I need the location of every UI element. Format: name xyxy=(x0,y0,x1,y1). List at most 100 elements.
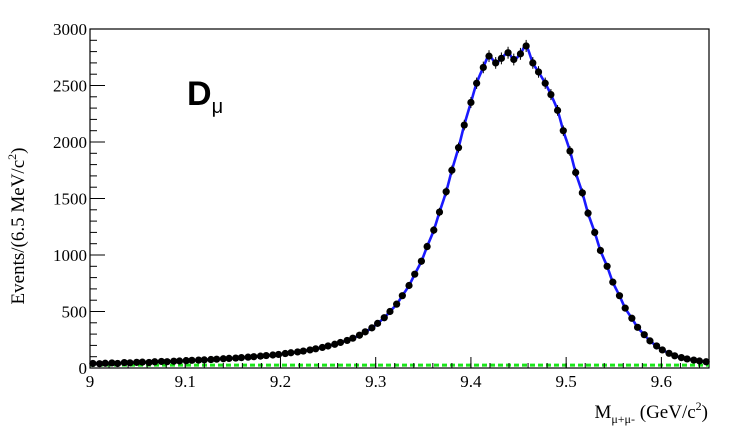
data-point xyxy=(695,357,704,365)
data-point xyxy=(534,68,543,76)
data-point xyxy=(460,121,468,129)
data-point xyxy=(336,338,345,347)
data-point xyxy=(95,360,104,368)
data-point xyxy=(237,354,246,362)
data-point xyxy=(603,262,611,270)
data-point xyxy=(133,358,141,366)
data-point xyxy=(671,352,679,360)
data-point xyxy=(244,353,252,361)
data-point xyxy=(633,323,642,331)
data-point xyxy=(232,354,240,362)
data-point xyxy=(269,351,277,359)
data-point xyxy=(596,246,605,255)
data-point xyxy=(219,355,227,363)
x-axis-title-close: ) xyxy=(702,402,708,423)
data-point xyxy=(138,358,146,366)
y-tick-label: 1500 xyxy=(53,190,87,209)
data-point xyxy=(572,168,580,177)
y-tick-label: 1000 xyxy=(53,246,87,265)
data-point xyxy=(101,359,109,367)
data-point xyxy=(312,345,320,353)
data-point xyxy=(393,300,401,308)
data-point xyxy=(492,59,500,67)
data-point xyxy=(175,357,184,365)
data-point xyxy=(547,90,555,99)
data-point xyxy=(380,314,388,322)
data-point xyxy=(200,356,208,364)
data-point xyxy=(306,346,314,354)
data-point xyxy=(287,349,295,357)
data-point xyxy=(454,144,463,152)
data-point xyxy=(417,257,426,265)
curves-layer xyxy=(90,44,709,367)
data-point xyxy=(640,331,648,339)
data-point xyxy=(194,356,203,364)
data-point xyxy=(324,342,332,350)
x-tick-label: 9.2 xyxy=(270,372,291,391)
data-point xyxy=(479,63,487,72)
data-point xyxy=(157,357,166,366)
data-point xyxy=(386,307,394,316)
plot-frame xyxy=(89,28,710,369)
y-axis-title-main: Events/(6.5 MeV/c xyxy=(8,160,29,305)
data-point xyxy=(182,357,190,365)
data-point xyxy=(126,359,134,367)
data-point xyxy=(442,188,450,196)
data-point xyxy=(262,351,270,360)
data-point xyxy=(516,50,525,58)
data-point xyxy=(299,347,307,355)
x-axis-title: Mμ+μ- (GeV/c2) xyxy=(594,399,708,426)
data-point xyxy=(504,49,512,57)
data-point xyxy=(559,127,567,135)
data-point xyxy=(114,359,122,368)
x-tick-label: 9.3 xyxy=(365,372,386,391)
data-point xyxy=(274,350,283,359)
y-tick-label: 0 xyxy=(79,359,88,378)
data-point xyxy=(683,355,691,363)
data-point xyxy=(522,42,530,50)
data-point xyxy=(609,278,617,286)
data-point xyxy=(591,228,599,236)
data-point xyxy=(213,355,221,363)
data-point xyxy=(355,331,364,339)
data-point xyxy=(646,337,654,345)
axes-layer: 9 9.1 9.2 9.3 9.4 9.5 9.6 0 500 1000 1500 2000 2500 3… xyxy=(53,20,700,391)
data-point xyxy=(163,358,171,366)
data-point xyxy=(250,353,258,361)
data-point xyxy=(677,354,685,362)
y-tick-label: 2500 xyxy=(53,77,87,96)
data-point xyxy=(423,242,431,251)
annotation-main: D xyxy=(187,75,212,113)
data-point xyxy=(405,281,413,290)
data-point xyxy=(467,98,475,107)
data-point xyxy=(318,343,326,352)
data-point xyxy=(658,346,666,354)
data-point xyxy=(578,189,586,197)
data-point xyxy=(653,342,661,350)
x-tick-label: 9.6 xyxy=(651,372,672,391)
data-point xyxy=(170,357,178,365)
data-point xyxy=(448,166,456,174)
data-point xyxy=(430,226,438,234)
y-axis-title-sup: 2 xyxy=(5,154,19,160)
data-point xyxy=(411,270,419,278)
data-point xyxy=(398,292,406,300)
x-tick-label: 9.4 xyxy=(460,372,482,391)
data-point xyxy=(108,359,116,367)
data-point xyxy=(529,59,537,67)
data-point xyxy=(225,354,233,362)
data-point xyxy=(331,340,339,348)
data-point xyxy=(690,356,698,364)
y-tick-label: 3000 xyxy=(53,20,87,39)
chart-annotation: Dμ xyxy=(187,75,223,118)
data-point xyxy=(541,79,549,87)
data-point xyxy=(473,79,481,87)
data-point xyxy=(485,52,493,60)
data-point xyxy=(435,208,444,216)
data-point xyxy=(151,358,159,366)
data-point xyxy=(343,336,351,345)
data-point xyxy=(615,292,624,300)
data-point xyxy=(373,319,382,327)
data-point xyxy=(294,348,302,356)
